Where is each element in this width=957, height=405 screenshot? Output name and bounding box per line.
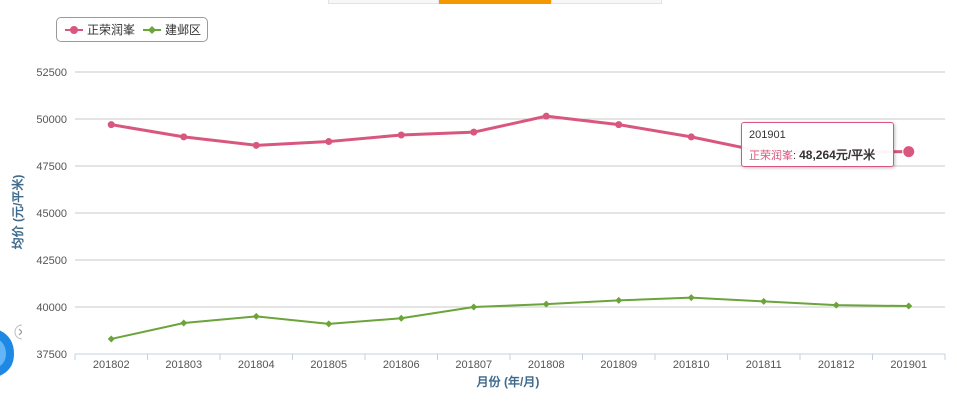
y-axis-ticks: 52500 50000 47500 45000 42500 40000 37500 (36, 67, 67, 361)
x-tick-label: 201809 (600, 359, 637, 371)
series-line-district (111, 296, 909, 340)
chart-legend: 正荣润峯 建邺区 (56, 17, 208, 42)
data-point-district[interactable] (905, 302, 913, 310)
data-tooltip: 201901 正荣润峯: 48,264元/平米 (741, 122, 894, 167)
y-tick-label: 50000 (36, 114, 67, 126)
x-tick-label: 201811 (746, 359, 782, 371)
data-point-district[interactable] (325, 320, 333, 328)
close-icon[interactable] (14, 324, 22, 340)
data-point-project[interactable] (252, 141, 260, 149)
y-tick-label: 40000 (36, 302, 67, 314)
grid-lines (75, 71, 945, 355)
data-point-district[interactable] (252, 312, 260, 320)
tooltip-series-name: 正荣润峯 (749, 150, 793, 162)
y-tick-label: 37500 (36, 349, 67, 361)
data-point-district[interactable] (470, 303, 478, 311)
data-point-project[interactable] (180, 133, 188, 141)
top-tab-1[interactable] (328, 0, 439, 4)
app-widget-icon[interactable] (0, 326, 14, 380)
x-tick-label: 201804 (238, 359, 275, 371)
x-tick-label: 201807 (455, 359, 492, 371)
y-axis-title: 均价 (元/平米) (10, 175, 25, 250)
data-point-district[interactable] (542, 300, 550, 308)
y-tick-label: 47500 (36, 161, 67, 173)
y-tick-label: 45000 (36, 208, 67, 220)
data-point-project[interactable] (902, 145, 916, 159)
x-tick-label: 201805 (310, 359, 347, 371)
data-point-district[interactable] (687, 294, 695, 302)
legend-marker-project-icon (65, 25, 83, 34)
y-tick-label: 52500 (36, 67, 67, 79)
x-tick-label: 201803 (165, 359, 202, 371)
data-point-project[interactable] (107, 121, 115, 129)
data-point-project[interactable] (615, 121, 623, 129)
x-tick-label: 201806 (383, 359, 420, 371)
x-tick-label: 201802 (93, 359, 130, 371)
top-tab-bar (328, 0, 662, 5)
data-point-project[interactable] (325, 138, 333, 146)
legend-item-project[interactable]: 正荣润峯 (65, 18, 135, 41)
data-point-project[interactable] (397, 131, 405, 139)
x-tick-label: 201810 (673, 359, 710, 371)
data-point-district[interactable] (832, 301, 840, 309)
legend-label-district: 建邺区 (165, 23, 202, 37)
x-tick-label: 201901 (890, 359, 927, 371)
data-point-district[interactable] (760, 297, 768, 305)
legend-item-district[interactable]: 建邺区 (143, 18, 201, 41)
legend-marker-district-icon (143, 25, 161, 34)
y-tick-label: 42500 (36, 255, 67, 267)
side-widget[interactable] (0, 318, 22, 380)
tooltip-value: 48,264元/平米 (799, 148, 876, 162)
data-point-district[interactable] (180, 319, 188, 327)
data-point-district[interactable] (107, 335, 115, 343)
x-axis-title: 月份 (年/月) (476, 374, 540, 389)
x-tick-label: 201812 (818, 359, 855, 371)
top-tab-3[interactable] (551, 0, 662, 4)
top-tab-2-active[interactable] (439, 0, 551, 4)
x-tick-label: 201808 (528, 359, 565, 371)
x-axis: 201802 201803 201804 201805 201806 201807 2018… (74, 353, 946, 371)
data-point-district[interactable] (397, 314, 405, 322)
data-point-project[interactable] (470, 128, 478, 136)
tooltip-title: 201901 (749, 129, 786, 141)
data-point-project[interactable] (687, 133, 695, 141)
data-point-project[interactable] (542, 112, 550, 120)
legend-label-project: 正荣润峯 (87, 23, 136, 37)
data-point-district[interactable] (615, 296, 623, 304)
